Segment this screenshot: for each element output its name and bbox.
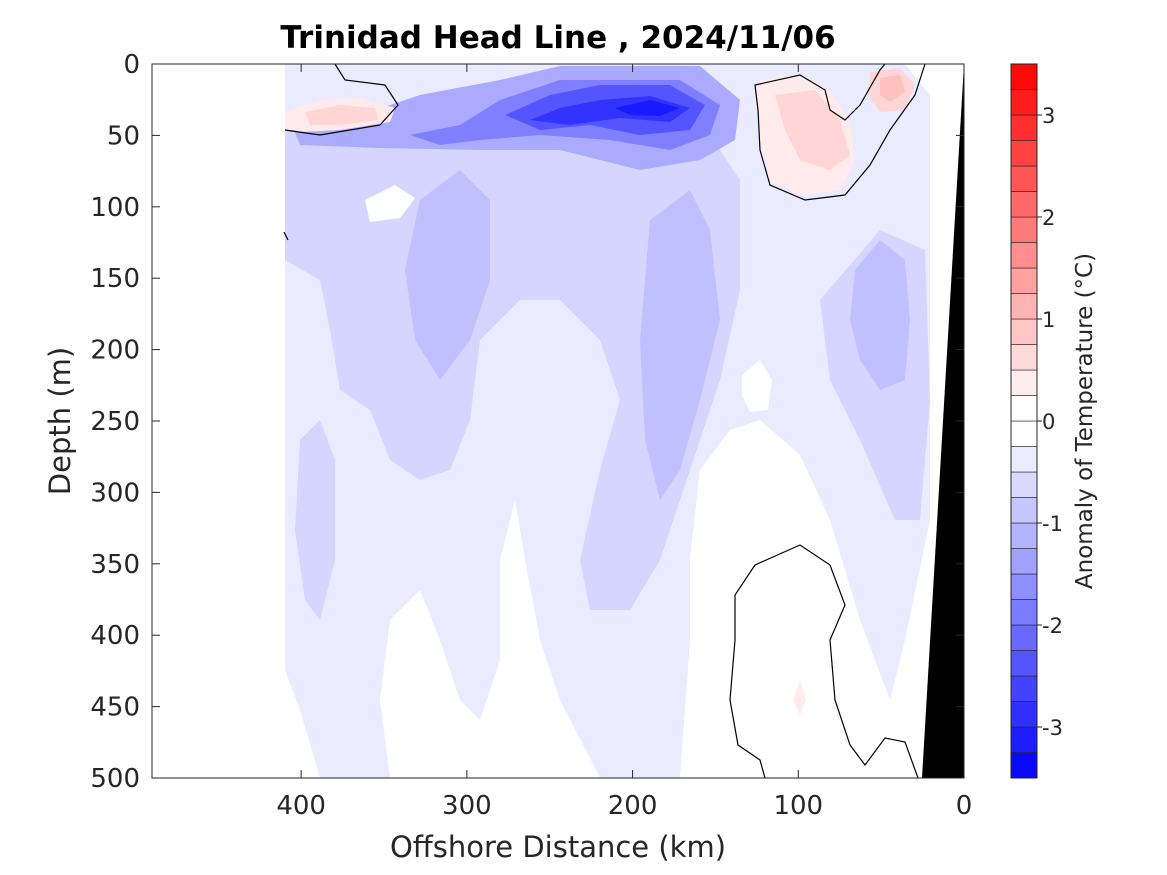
anomaly-band-minus-0.5 — [285, 120, 740, 610]
colorbar-segment — [1010, 140, 1038, 167]
colorbar-segment — [1010, 701, 1038, 728]
colorbar-segment — [1010, 242, 1038, 269]
x-tick-label: 0 — [956, 791, 973, 821]
anomaly-band-plus-0.5-west — [305, 105, 378, 125]
colorbar-segment — [1010, 267, 1038, 294]
anomaly-band-minus-0.75 — [405, 170, 490, 380]
colorbar-segment — [1010, 63, 1038, 90]
colorbar-segment — [1010, 573, 1038, 600]
colorbar-segment — [1010, 114, 1038, 141]
colorbar-segment — [1010, 471, 1038, 498]
colorbar — [1010, 63, 1038, 779]
colorbar-segment — [1010, 165, 1038, 192]
anomaly-band-plus-0.5-east — [775, 90, 850, 170]
y-axis: 0 50 100 150 200 250 300 350 400 450 500 — [90, 50, 964, 794]
y-tick-label: 300 — [90, 478, 140, 508]
zero-contour-tick — [283, 231, 289, 241]
land-mask — [922, 64, 964, 778]
anomaly-plus-0.25-sliver — [793, 680, 806, 715]
anomaly-field — [283, 64, 964, 778]
y-tick-label: 0 — [123, 50, 140, 80]
colorbar-label: Anomaly of Temperature (°C) — [1072, 253, 1098, 589]
y-tick-label: 150 — [90, 264, 140, 294]
anomaly-band-minus-3 — [615, 100, 680, 116]
zero-contour-east-warm — [754, 64, 926, 201]
x-tick-label: 100 — [773, 791, 823, 821]
colorbar-segment — [1010, 420, 1038, 447]
anomaly-zero-pocket-shelf — [742, 360, 772, 412]
anomaly-band-minus-0.75-nearshore — [850, 240, 910, 390]
anomaly-zero-pocket-deep — [730, 540, 920, 778]
colorbar-segment — [1010, 497, 1038, 524]
colorbar-segment — [1010, 624, 1038, 651]
colorbar-segment — [1010, 752, 1038, 779]
colorbar-tick-label: 1 — [1042, 308, 1055, 332]
y-tick-label: 350 — [90, 550, 140, 580]
colorbar-tick-label: 2 — [1042, 206, 1055, 230]
x-tick-label: 300 — [442, 791, 492, 821]
chart-title: Trinidad Head Line , 2024/11/06 — [280, 20, 835, 56]
colorbar-segment — [1010, 89, 1038, 116]
colorbar-segment — [1010, 293, 1038, 320]
colorbar-segment — [1010, 191, 1038, 218]
colorbar-tick-label: -3 — [1042, 716, 1063, 740]
colorbar-segment — [1010, 369, 1038, 396]
colorbar-segment — [1010, 216, 1038, 243]
colorbar-segment — [1010, 318, 1038, 345]
x-axis-label: Offshore Distance (km) — [390, 830, 726, 864]
y-tick-label: 200 — [90, 336, 140, 366]
colorbar-segment — [1010, 675, 1038, 702]
y-tick-label: 250 — [90, 407, 140, 437]
y-tick-label: 50 — [107, 121, 140, 151]
colorbar-tick-label: 3 — [1042, 104, 1055, 128]
colorbar-tick-label: 0 — [1042, 410, 1055, 434]
y-tick-label: 400 — [90, 621, 140, 651]
anomaly-band-minus-0.5-deep-west — [295, 420, 335, 620]
colorbar-segment — [1010, 548, 1038, 575]
anomaly-zero-pocket-upper — [365, 185, 415, 222]
zero-contour-deep-warm — [729, 544, 919, 778]
x-tick-label: 400 — [276, 791, 326, 821]
anomaly-band-plus-0.75-nearshore — [880, 75, 905, 102]
colorbar-segment — [1010, 726, 1038, 753]
x-axis: 400 300 200 100 0 — [276, 64, 972, 821]
y-tick-label: 500 — [90, 764, 140, 794]
anomaly-band-minus-0.75-mid — [640, 190, 720, 500]
zero-contour-west-warm — [284, 64, 399, 136]
colorbar-segment — [1010, 522, 1038, 549]
colorbar-segment — [1010, 650, 1038, 677]
colorbar-tick-label: -2 — [1042, 614, 1063, 638]
y-tick-label: 450 — [90, 693, 140, 723]
x-tick-label: 200 — [608, 791, 658, 821]
colorbar-segment — [1010, 599, 1038, 626]
colorbar-ticks: -3 -2 -1 0 1 2 3 — [1037, 104, 1063, 740]
y-tick-label: 100 — [90, 193, 140, 223]
colorbar-segment — [1010, 446, 1038, 473]
colorbar-segment — [1010, 395, 1038, 422]
colorbar-segment — [1010, 344, 1038, 371]
colorbar-tick-label: -1 — [1042, 512, 1063, 536]
y-axis-label: Depth (m) — [43, 347, 77, 495]
